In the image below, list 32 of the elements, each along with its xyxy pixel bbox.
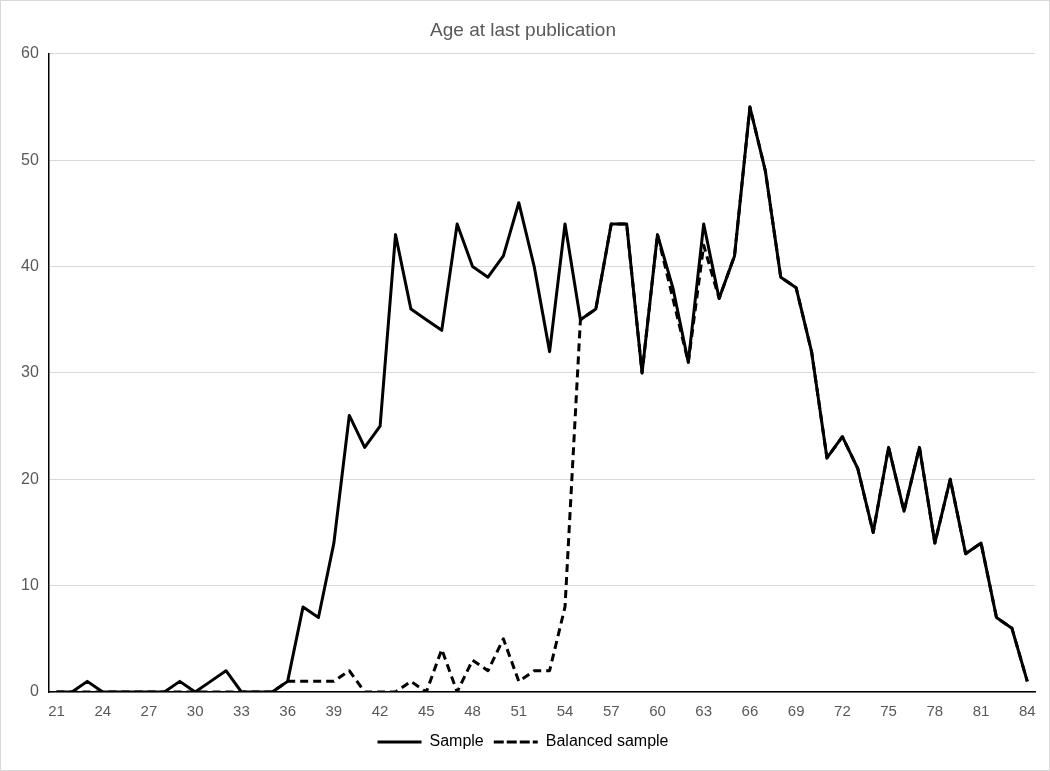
x-tick-label: 54 — [556, 702, 574, 720]
y-tick-label: 0 — [29, 682, 39, 700]
y-tick-label: 10 — [21, 576, 39, 594]
x-tick-label: 78 — [926, 702, 944, 720]
chart-title: Age at last publication — [430, 18, 616, 40]
x-tick-label: 48 — [464, 702, 481, 720]
x-tick-label: 63 — [695, 702, 713, 720]
y-tick-label: 40 — [21, 256, 39, 274]
x-tick-label: 27 — [140, 702, 158, 720]
y-tick-label: 60 — [21, 44, 39, 62]
x-tick-label: 24 — [94, 702, 112, 720]
x-tick-label: 72 — [834, 702, 851, 720]
y-tick-label: 50 — [21, 150, 39, 168]
legend-label: Balanced sample — [545, 732, 669, 750]
x-tick-label: 81 — [972, 702, 990, 720]
x-tick-label: 39 — [325, 702, 343, 720]
y-tick-label: 30 — [21, 363, 39, 381]
x-tick-label: 36 — [279, 702, 296, 720]
x-tick-label: 84 — [1018, 702, 1036, 720]
x-tick-label: 45 — [417, 702, 435, 720]
x-tick-label: 42 — [371, 702, 389, 720]
x-tick-label: 66 — [741, 702, 759, 720]
x-tick-label: 60 — [649, 702, 666, 720]
x-tick-label: 57 — [602, 702, 620, 720]
x-tick-label: 21 — [48, 702, 65, 720]
x-tick-label: 51 — [510, 702, 528, 720]
x-tick-label: 33 — [233, 702, 250, 720]
legend-label: Sample — [429, 732, 484, 750]
y-tick-label: 20 — [21, 469, 39, 487]
x-tick-label: 30 — [186, 702, 204, 720]
x-tick-label: 75 — [880, 702, 897, 720]
x-tick-label: 69 — [787, 702, 805, 720]
